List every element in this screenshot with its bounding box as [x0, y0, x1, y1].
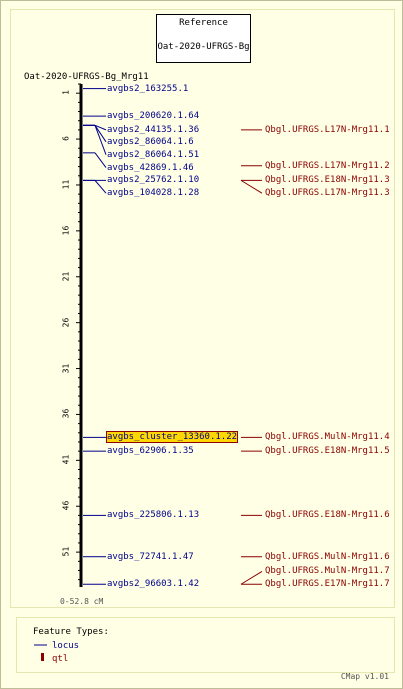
qtl-label[interactable]: Qbgl.UFRGS.MulN-Mrg11.4: [265, 432, 390, 443]
qtl-connector: [240, 179, 263, 194]
feature-label[interactable]: avgbs2_44135.1.36: [107, 124, 200, 135]
qtl-label[interactable]: Qbgl.UFRGS.E17N-Mrg11.7: [265, 579, 390, 590]
feature-label[interactable]: avgbs_cluster_13360.1.22: [105, 431, 239, 444]
cmap-version: CMap v1.01: [340, 672, 389, 681]
feature-label[interactable]: avgbs_200620.1.64: [107, 111, 200, 122]
reference-title: Reference: [179, 18, 228, 28]
qtl-label[interactable]: Qbgl.UFRGS.L17N-Mrg11.3: [265, 188, 390, 199]
qtl-connector: [240, 570, 263, 585]
feature-label[interactable]: avgbs2_25762.1.10: [107, 175, 200, 186]
feature-connector: [94, 125, 107, 143]
legend-qtl-label: qtl: [52, 654, 69, 664]
qtl-label[interactable]: Qbgl.UFRGS.E18N-Mrg11.6: [265, 510, 390, 521]
scale-note: 0-52.8 cM: [60, 597, 104, 606]
feature-label[interactable]: avgbs_72741.1.47: [107, 551, 194, 562]
qtl-label[interactable]: Qbgl.UFRGS.MulN-Mrg11.6: [265, 551, 390, 562]
reference-box[interactable]: Reference Oat-2020-UFRGS-Bg: [156, 14, 251, 63]
map-title[interactable]: Oat-2020-UFRGS-Bg_Mrg11: [24, 72, 149, 82]
qtl-label[interactable]: Qbgl.UFRGS.L17N-Mrg11.2: [265, 160, 390, 171]
feature-connector: [94, 124, 107, 131]
feature-label[interactable]: avgbs_42869.1.46: [107, 162, 194, 173]
feature-label[interactable]: avgbs_62906.1.35: [107, 446, 194, 457]
qtl-label[interactable]: Qbgl.UFRGS.L17N-Mrg11.1: [265, 124, 390, 135]
feature-label[interactable]: avgbs_104028.1.28: [107, 188, 200, 199]
feature-connector: [94, 152, 107, 168]
legend-panel: [16, 617, 395, 673]
legend-qtl-symbol: [41, 653, 44, 661]
reference-map-set[interactable]: Oat-2020-UFRGS-Bg: [157, 42, 250, 52]
qtl-label[interactable]: Qbgl.UFRGS.E18N-Mrg11.3: [265, 175, 390, 186]
map-panel: [10, 9, 395, 608]
legend-title: Feature Types:: [33, 627, 109, 637]
qtl-label[interactable]: Qbgl.UFRGS.E18N-Mrg11.5: [265, 446, 390, 457]
feature-label[interactable]: avgbs2_86064.1.6: [107, 136, 194, 147]
feature-label[interactable]: avgbs2_86064.1.51: [107, 149, 200, 160]
feature-label[interactable]: avgbs2_96603.1.42: [107, 579, 200, 590]
feature-connector: [94, 180, 107, 194]
feature-connector: [94, 125, 107, 155]
feature-label[interactable]: avgbs_225806.1.13: [107, 510, 200, 521]
qtl-label[interactable]: Qbgl.UFRGS.MulN-Mrg11.7: [265, 566, 390, 577]
feature-label[interactable]: avgbs2_163255.1: [107, 83, 189, 94]
legend-locus-label: locus: [52, 641, 80, 651]
